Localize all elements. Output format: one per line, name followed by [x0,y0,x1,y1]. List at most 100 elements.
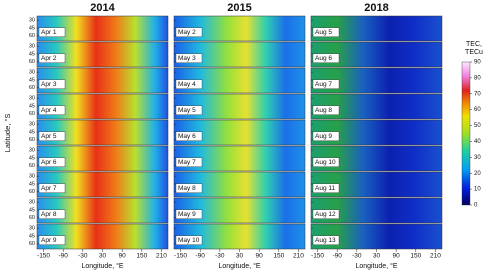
date-box [312,157,340,167]
x-tick-label: -150 [311,253,324,260]
date-box [38,235,66,245]
x-tick-label: -150 [174,253,187,260]
date-label: May 3 [178,55,196,62]
x-tick-label: 150 [410,253,421,260]
colorbar-tick-label: 90 [474,60,481,66]
colorbar-tick-label: 30 [474,155,481,161]
date-label: Aug 9 [315,133,332,140]
date-box [38,209,66,219]
x-tick-label: -150 [37,253,50,260]
x-tick-label: 90 [256,253,264,260]
date-box [312,53,340,63]
colorbar-tick-label: 0 [474,203,478,209]
colorbar-tick-label: 50 [474,123,481,129]
colorbar-tick-label: 10 [474,187,481,193]
x-tick-label: 210 [430,253,441,260]
x-tick-label: 30 [99,253,107,260]
x-tick-label: 150 [136,253,147,260]
y-tick-label: 30 [29,174,35,180]
y-tick-label: 60 [29,241,35,247]
x-tick-label: -30 [215,253,225,260]
y-tick-label: 30 [29,148,35,154]
date-box [175,183,203,193]
colorbar-label: TECu [465,49,483,56]
x-tick-label: 30 [236,253,244,260]
column-title: 2015 [227,2,251,14]
date-box [38,183,66,193]
date-label: Apr 8 [41,211,57,218]
y-tick-label: 30 [29,70,35,76]
date-label: Apr 6 [41,159,57,166]
x-tick-label: 210 [156,253,167,260]
y-tick-label: 60 [29,137,35,143]
y-tick-label: 45 [29,103,35,109]
column-title: 2014 [90,2,115,14]
y-tick-label: 30 [29,18,35,24]
date-label: Apr 7 [41,185,57,192]
date-box [38,79,66,89]
date-label: Aug 5 [315,29,332,36]
date-box [175,209,203,219]
colorbar-tick-label: 40 [474,139,481,145]
date-box [312,131,340,141]
y-tick-label: 60 [29,163,35,169]
date-label: Aug 11 [315,185,336,192]
x-tick-label: -90 [332,253,342,260]
colorbar-label: TEC, [466,41,482,48]
date-box [312,79,340,89]
date-box [312,27,340,37]
y-tick-label: 30 [29,226,35,232]
date-label: May 5 [178,107,196,114]
y-tick-label: 45 [29,181,35,187]
date-label: May 9 [178,211,196,218]
y-tick-label: 30 [29,44,35,50]
x-tick-label: 150 [273,253,284,260]
x-tick-label: 30 [373,253,381,260]
date-label: Apr 1 [41,29,57,36]
y-tick-label: 45 [29,51,35,57]
date-box [312,183,340,193]
date-label: Aug 7 [315,81,332,88]
y-tick-label: 45 [29,233,35,239]
date-label: Apr 9 [41,237,57,244]
date-label: Apr 4 [41,107,57,114]
date-label: May 6 [178,133,196,140]
date-label: Aug 6 [315,55,332,62]
column-title: 2018 [364,2,388,14]
date-label: May 8 [178,185,196,192]
date-label: May 2 [178,29,196,36]
x-axis-label: Longitude, °E [355,262,397,270]
date-label: Apr 2 [41,55,57,62]
date-box [312,209,340,219]
x-tick-label: -30 [352,253,362,260]
date-box [38,131,66,141]
y-tick-label: 45 [29,25,35,31]
date-box [312,235,340,245]
y-tick-label: 45 [29,207,35,213]
x-axis-label: Longitude, °E [218,262,260,270]
x-tick-label: 90 [393,253,401,260]
date-box [38,157,66,167]
y-tick-label: 60 [29,111,35,117]
date-box [175,27,203,37]
date-box [38,105,66,115]
date-box [38,53,66,63]
date-box [175,157,203,167]
date-label: May 10 [178,237,200,244]
date-box [175,79,203,89]
date-box [175,131,203,141]
date-label: Aug 13 [315,237,336,244]
date-label: Aug 8 [315,107,332,114]
y-tick-label: 60 [29,59,35,65]
y-tick-label: 45 [29,77,35,83]
date-box [175,105,203,115]
y-tick-label: 60 [29,85,35,91]
x-tick-label: 210 [293,253,304,260]
y-tick-label: 45 [29,155,35,161]
colorbar-tick-label: 60 [474,107,481,113]
date-label: Apr 3 [41,81,57,88]
x-tick-label: 90 [119,253,127,260]
y-tick-label: 45 [29,129,35,135]
date-box [312,105,340,115]
